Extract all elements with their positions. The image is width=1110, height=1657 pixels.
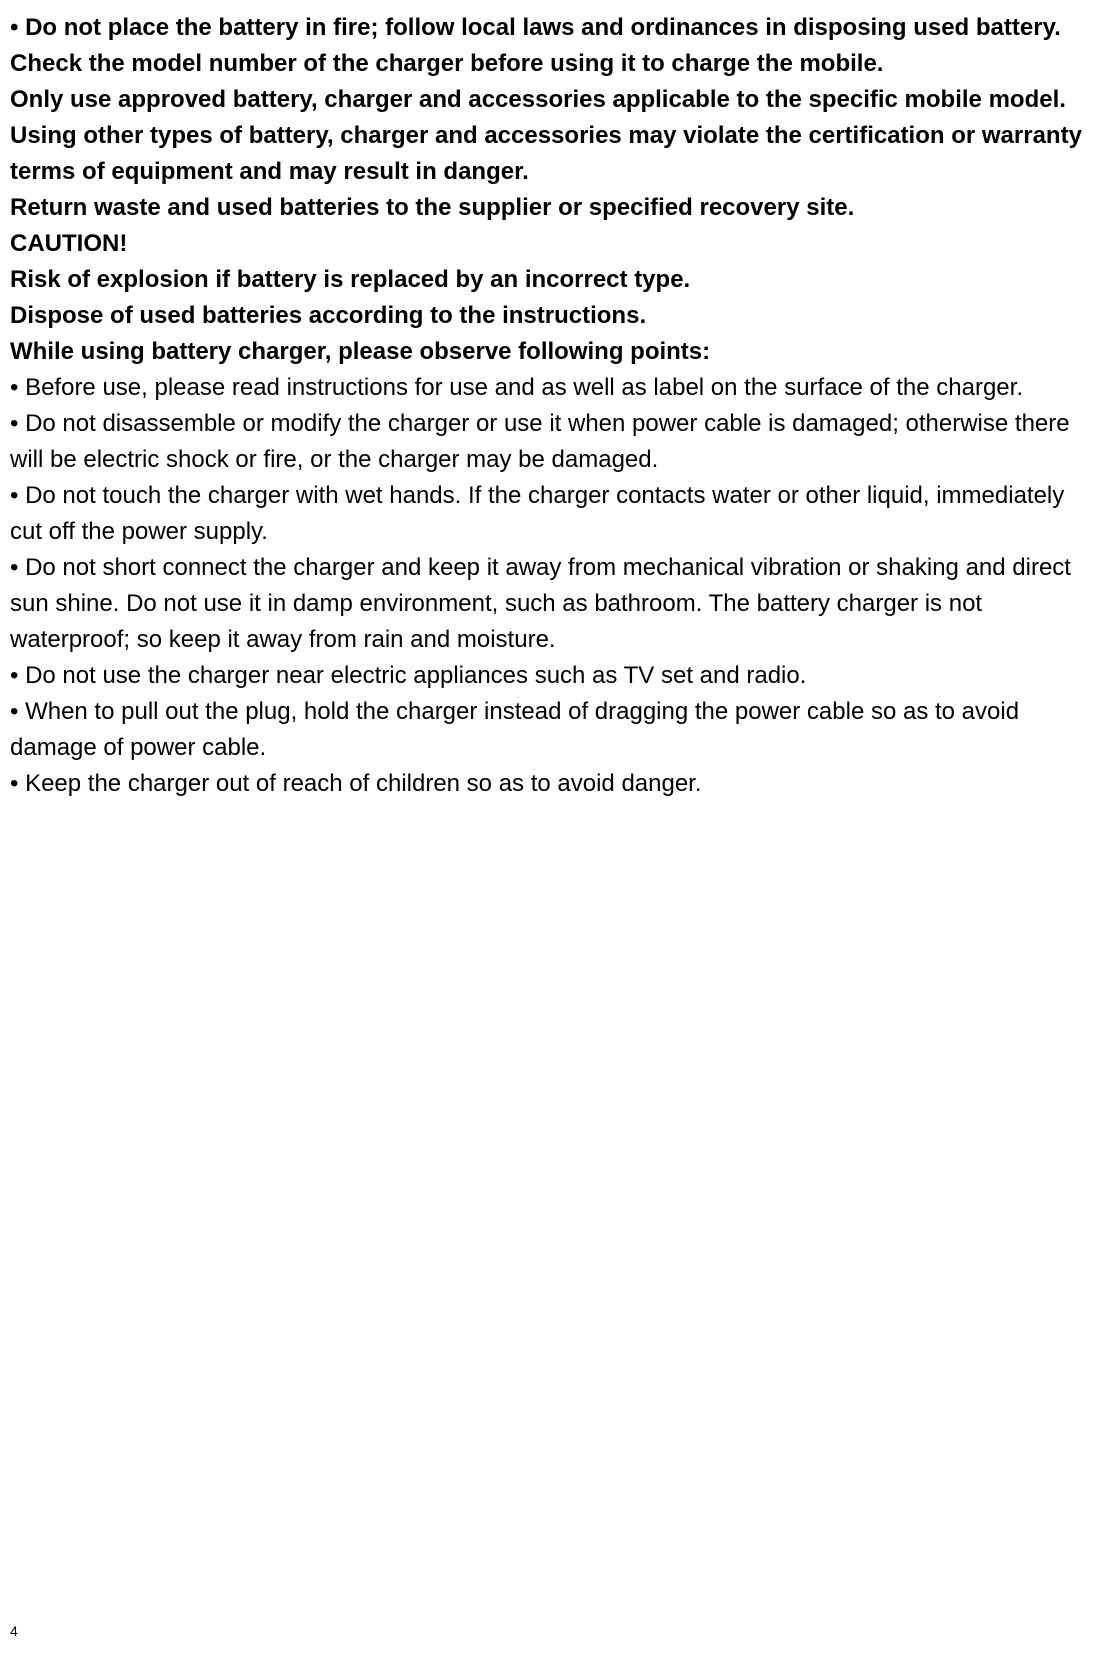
bold-paragraph-7: Dispose of used batteries according to t… <box>10 298 1100 334</box>
bold-paragraph-5: CAUTION! <box>10 226 1100 262</box>
bold-paragraph-1: • Do not place the battery in fire; foll… <box>10 10 1100 46</box>
regular-paragraph-3: • Do not touch the charger with wet hand… <box>10 478 1100 550</box>
regular-paragraph-1: • Before use, please read instructions f… <box>10 370 1100 406</box>
bold-paragraph-8: While using battery charger, please obse… <box>10 334 1100 370</box>
regular-paragraph-4: • Do not short connect the charger and k… <box>10 550 1100 658</box>
regular-paragraph-2: • Do not disassemble or modify the charg… <box>10 406 1100 478</box>
regular-paragraph-7: • Keep the charger out of reach of child… <box>10 766 1100 802</box>
bold-paragraph-6: Risk of explosion if battery is replaced… <box>10 262 1100 298</box>
regular-paragraph-6: • When to pull out the plug, hold the ch… <box>10 694 1100 766</box>
page-number: 4 <box>10 1621 18 1642</box>
bold-paragraph-3: Only use approved battery, charger and a… <box>10 82 1100 190</box>
bold-paragraph-4: Return waste and used batteries to the s… <box>10 190 1100 226</box>
document-content: • Do not place the battery in fire; foll… <box>10 10 1100 802</box>
bold-paragraph-2: Check the model number of the charger be… <box>10 46 1100 82</box>
regular-paragraph-5: • Do not use the charger near electric a… <box>10 658 1100 694</box>
